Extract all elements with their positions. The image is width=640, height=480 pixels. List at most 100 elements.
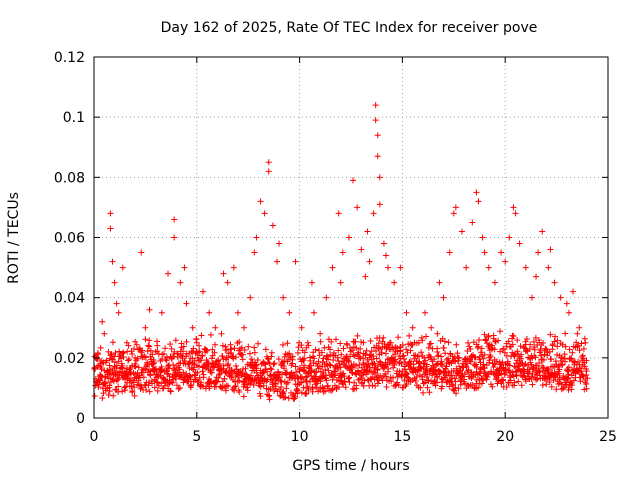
- data-point: [256, 390, 263, 397]
- data-point: [547, 356, 554, 363]
- data-point: [506, 362, 513, 369]
- data-point: [123, 339, 130, 346]
- y-tick-label: 0.1: [63, 110, 85, 126]
- data-point: [176, 385, 183, 392]
- data-point: [125, 356, 132, 363]
- data-point: [262, 346, 269, 353]
- data-point: [385, 365, 392, 372]
- data-point: [355, 349, 362, 356]
- data-point: [461, 380, 468, 387]
- data-point: [540, 356, 547, 363]
- data-point: [269, 383, 276, 390]
- data-point: [182, 353, 189, 360]
- data-point: [106, 362, 113, 369]
- data-point: [374, 132, 381, 139]
- data-point: [382, 373, 389, 380]
- data-point: [294, 390, 301, 397]
- data-point: [346, 374, 353, 381]
- data-point: [558, 362, 565, 369]
- data-point: [349, 347, 356, 354]
- data-point: [180, 343, 187, 350]
- data-point: [321, 344, 328, 351]
- data-point: [510, 373, 517, 380]
- data-point: [375, 340, 382, 347]
- data-point: [256, 377, 263, 384]
- data-point: [344, 341, 351, 348]
- data-point: [370, 210, 377, 217]
- data-point: [228, 374, 235, 381]
- data-point: [199, 288, 206, 295]
- data-point: [387, 339, 394, 346]
- data-point: [250, 381, 257, 388]
- data-point: [427, 340, 434, 347]
- data-point: [423, 361, 430, 368]
- data-point: [214, 378, 221, 385]
- data-point: [285, 395, 292, 402]
- data-point: [517, 343, 524, 350]
- data-point: [123, 372, 130, 379]
- data-point: [536, 360, 543, 367]
- x-tick-label: 10: [291, 429, 309, 445]
- data-point: [380, 334, 387, 341]
- data-point: [463, 264, 470, 271]
- data-point: [301, 355, 308, 362]
- data-point: [315, 358, 322, 365]
- data-point: [349, 364, 356, 371]
- data-point: [142, 354, 149, 361]
- data-point: [138, 249, 145, 256]
- data-point: [543, 381, 550, 388]
- data-point: [346, 353, 353, 360]
- data-point: [472, 354, 479, 361]
- data-point: [516, 240, 523, 247]
- data-point: [369, 382, 376, 389]
- data-point: [327, 351, 334, 358]
- data-point: [98, 366, 105, 373]
- data-point: [275, 356, 282, 363]
- data-point: [576, 347, 583, 354]
- data-point: [260, 369, 267, 376]
- data-point: [551, 338, 558, 345]
- data-point: [527, 341, 534, 348]
- data-point: [452, 384, 459, 391]
- data-point: [547, 246, 554, 253]
- data-point: [245, 343, 252, 350]
- data-point: [283, 380, 290, 387]
- data-point: [167, 388, 174, 395]
- data-point: [310, 309, 317, 316]
- data-point: [539, 228, 546, 235]
- data-point: [453, 390, 460, 397]
- data-point: [101, 374, 108, 381]
- data-point: [134, 355, 141, 362]
- data-point: [225, 383, 232, 390]
- data-point: [438, 358, 445, 365]
- data-point: [308, 279, 315, 286]
- data-point: [340, 345, 347, 352]
- data-point: [395, 381, 402, 388]
- data-point: [103, 357, 110, 364]
- data-point: [510, 204, 517, 211]
- data-point: [255, 340, 262, 347]
- data-point: [232, 354, 239, 361]
- data-point: [341, 373, 348, 380]
- data-point: [390, 374, 397, 381]
- data-point: [262, 366, 269, 373]
- data-point: [564, 367, 571, 374]
- data-point: [548, 383, 555, 390]
- data-point: [551, 279, 558, 286]
- data-point: [294, 388, 301, 395]
- data-point: [552, 333, 559, 340]
- data-point: [229, 386, 236, 393]
- data-point: [265, 356, 272, 363]
- data-point: [266, 396, 273, 403]
- data-point: [422, 357, 429, 364]
- data-point: [523, 336, 530, 343]
- data-point: [397, 264, 404, 271]
- data-point: [257, 393, 264, 400]
- data-point: [480, 377, 487, 384]
- data-point: [106, 388, 113, 395]
- data-point: [578, 340, 585, 347]
- data-point: [358, 246, 365, 253]
- data-point: [577, 378, 584, 385]
- data-point: [353, 382, 360, 389]
- data-point: [115, 383, 122, 390]
